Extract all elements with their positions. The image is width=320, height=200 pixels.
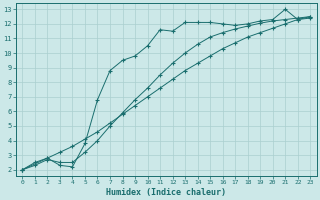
X-axis label: Humidex (Indice chaleur): Humidex (Indice chaleur): [106, 188, 226, 197]
